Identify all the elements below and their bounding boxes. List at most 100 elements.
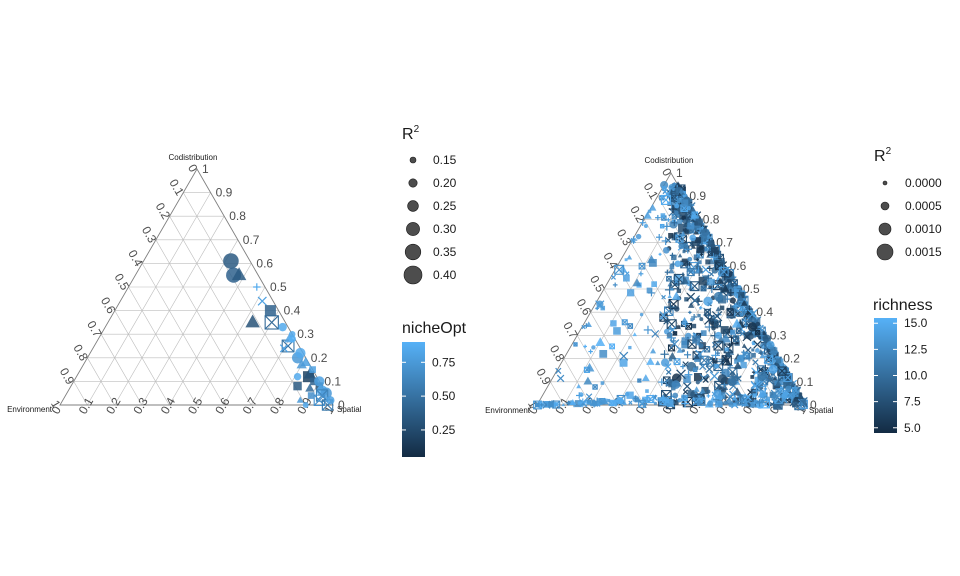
data-point-right [783,382,790,389]
data-point-right [677,253,683,258]
data-point-right [706,389,711,394]
gridline-left [183,192,306,406]
size-legend-label-left: 0.25 [433,199,457,213]
data-point-right [705,365,714,373]
data-point-right [646,395,655,404]
data-point-right [674,279,679,284]
data-point-right [664,398,670,403]
data-point-right [745,355,753,362]
data-point-right [668,232,674,239]
data-point-right [720,333,732,343]
data-point-right [757,371,767,382]
data-point-right [730,279,738,287]
grid-lines-left [73,192,320,406]
data-point-right [592,384,598,390]
data-point-right [757,391,765,398]
data-point-right [573,342,578,347]
tick-label-codistribution-right: 0 [810,398,817,412]
data-point-right [597,398,604,405]
data-point-right [599,349,608,358]
data-point-right [759,398,766,404]
data-point-right [719,274,728,282]
data-point-right [667,344,675,352]
data-point-right [676,347,684,353]
data-point-right [681,271,685,275]
data-point-right [707,283,717,294]
data-point-right [752,393,757,398]
tick-label-environment-left: 0.3 [139,224,160,246]
data-point-right [693,386,700,392]
data-point-right [683,242,688,247]
data-point-right [588,349,593,354]
tick-label-environment-right: 0.1 [641,180,662,202]
color-legend-label-right: 5.0 [904,421,921,435]
data-point-right [762,334,772,344]
data-point-right [740,299,748,306]
data-point-right [755,348,760,353]
data-point-left [305,383,315,392]
data-point-right [639,312,644,317]
data-point-left [296,359,307,369]
data-point-right [641,374,650,382]
data-point-right [734,359,739,364]
gridline-left [73,381,88,406]
data-point-right [645,389,649,393]
data-point-right [695,237,702,243]
top-vertex-label-left: Codistribution [169,153,218,162]
data-point-right [692,367,698,373]
data-point-right [707,400,714,407]
data-point-right [695,218,703,226]
data-point-right [695,398,703,405]
data-point-right [681,258,689,266]
size-legend-key-left [403,265,423,285]
size-legend-title-left: R2 [402,124,420,143]
tick-label-codistribution-left: 0 [338,398,345,412]
size-legend-left: R2 0.15 0.20 0.25 0.30 0.35 0.40 [402,124,457,285]
size-legend-label-left: 0.20 [433,176,457,190]
data-point-right [687,256,693,262]
data-point-right [792,401,798,408]
data-point-right [742,332,752,342]
color-legend-label-right: 10.0 [904,369,928,383]
data-point-right [539,403,544,407]
data-point-right [667,281,674,287]
size-legend-right: R2 0.0000 0.0005 0.0010 0.0015 [874,146,942,261]
gridline-left [223,310,279,406]
data-point-right [668,357,673,362]
tick-label-environment-right: 0.9 [533,366,554,388]
color-legend-keys-right: 15.0 12.5 10.0 7.5 5.0 [874,316,928,435]
data-point-right [548,401,554,408]
data-point-right [626,391,634,399]
color-legend-title-left: nicheOpt [402,320,467,337]
data-point-right [693,229,700,235]
triangle-frame-left [59,168,334,406]
data-point-right [556,374,565,383]
data-point-right [703,375,708,380]
tick-label-spatial-left: 0.2 [103,395,124,417]
data-point-right [771,395,777,401]
data-point-right [687,211,692,216]
data-point-right [687,222,695,230]
data-point-right [700,285,707,292]
data-point-right [663,190,671,198]
colorbar-left [402,342,425,457]
data-point-right [661,294,666,300]
size-legend-label-left: 0.30 [433,222,457,236]
tick-label-environment-left: 0.8 [70,342,91,364]
data-point-right [734,288,741,296]
data-point-right [711,310,723,322]
data-point-right [676,288,682,293]
data-point-right [691,313,698,321]
data-point-right [769,391,776,399]
data-point-right [701,265,710,274]
data-point-right [647,209,652,214]
data-point-right [669,185,675,192]
data-point-right [785,385,792,392]
data-point-right [693,353,700,360]
data-point-right [701,386,709,395]
data-point-left [279,344,289,353]
data-point-right [708,252,718,262]
data-point-right [614,264,625,275]
data-point-right [735,311,741,317]
